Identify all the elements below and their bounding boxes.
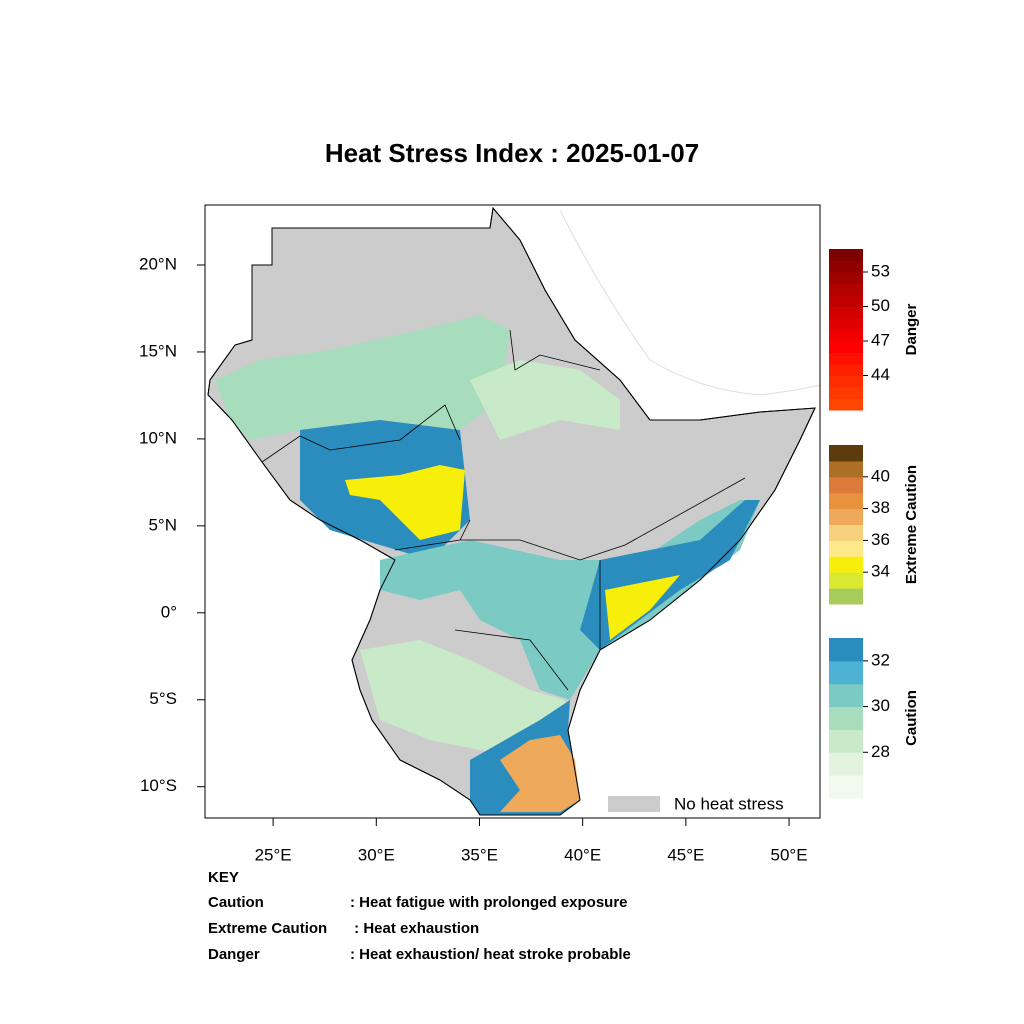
colorbar-segment bbox=[829, 572, 863, 589]
title: Heat Stress Index : 2025-01-07 bbox=[325, 138, 699, 168]
colorbar-segment bbox=[829, 556, 863, 573]
colorbar-tick-label: 28 bbox=[871, 742, 890, 761]
y-tick-label: 5°N bbox=[148, 515, 177, 534]
colorbar-segment bbox=[829, 260, 863, 273]
key-title: KEY bbox=[208, 869, 239, 886]
colorbar-segment bbox=[829, 775, 863, 799]
x-tick-label: 45°E bbox=[667, 845, 704, 864]
key-term: Danger bbox=[208, 946, 260, 963]
key-term: Caution bbox=[208, 894, 264, 911]
colorbar-tick-label: 34 bbox=[871, 562, 890, 581]
map bbox=[204, 204, 821, 819]
extreme-area bbox=[605, 575, 680, 640]
key-description: : Heat exhaustion/ heat stroke probable bbox=[350, 946, 631, 963]
colorbar-segment bbox=[829, 660, 863, 685]
legend-swatch bbox=[608, 796, 660, 812]
colorbar-segment bbox=[829, 638, 863, 662]
colorbar-segment bbox=[829, 364, 863, 376]
legend-label: No heat stress bbox=[674, 794, 784, 813]
colorbar-tick-label: 50 bbox=[871, 296, 890, 315]
colorbar-segment bbox=[829, 329, 863, 342]
colorbar-segment bbox=[829, 272, 863, 284]
border bbox=[261, 329, 746, 691]
caution-area bbox=[470, 360, 620, 440]
y-tick-label: 20°N bbox=[139, 254, 177, 273]
x-tick-label: 25°E bbox=[255, 845, 292, 864]
colorbar-tick-label: 38 bbox=[871, 498, 890, 517]
x-tick-label: 30°E bbox=[358, 845, 395, 864]
colorbar-segment bbox=[829, 387, 863, 399]
colorbar-segment bbox=[829, 476, 863, 494]
colorbar-tick-label: 36 bbox=[871, 530, 890, 549]
colorbar-segment bbox=[829, 460, 863, 478]
x-tick-label: 50°E bbox=[771, 845, 808, 864]
colorbar-segment bbox=[829, 318, 863, 330]
colorbar-tick-label: 40 bbox=[871, 466, 890, 485]
colorbar-tick-label: 47 bbox=[871, 330, 890, 349]
colorbar-segment bbox=[829, 752, 863, 776]
extreme-area bbox=[345, 465, 465, 540]
extreme-area bbox=[500, 735, 580, 812]
colorbar-segment bbox=[829, 341, 863, 353]
coastline bbox=[559, 209, 820, 396]
key-description: : Heat exhaustion bbox=[350, 920, 479, 937]
colorbar-segment bbox=[829, 524, 863, 541]
y-tick-label: 5°S bbox=[149, 689, 177, 708]
key-description: : Heat fatigue with prolonged exposure bbox=[350, 894, 628, 911]
colorbar-tick-label: 53 bbox=[871, 261, 890, 280]
colorbar-segment bbox=[829, 375, 863, 388]
colorbar-segment bbox=[829, 352, 863, 365]
colorbar-segment bbox=[829, 729, 863, 753]
y-tick-label: 15°N bbox=[139, 341, 177, 360]
key: KEY Caution : Heat fatigue with prolonged… bbox=[208, 869, 631, 963]
x-tick-label: 40°E bbox=[564, 845, 601, 864]
caution-area bbox=[215, 315, 510, 440]
colorbar-label: Danger bbox=[903, 304, 920, 356]
caution-area bbox=[360, 640, 570, 760]
key-term: Extreme Caution bbox=[208, 920, 327, 937]
colorbar-tick-label: 30 bbox=[871, 696, 890, 715]
colorbar-segment bbox=[829, 492, 863, 510]
x-tick-label: 35°E bbox=[461, 845, 498, 864]
colorbar-label: Caution bbox=[903, 690, 920, 746]
colorbar-segment bbox=[829, 283, 863, 296]
colorbar-segment bbox=[829, 249, 863, 261]
colorbar-segment bbox=[829, 398, 863, 411]
colorbar-tick-label: 32 bbox=[871, 650, 890, 669]
colorbar-tick-label: 44 bbox=[871, 365, 890, 384]
colorbar-segment bbox=[829, 706, 863, 730]
colorbar-segment bbox=[829, 295, 863, 307]
colorbar-segment bbox=[829, 445, 863, 462]
colorbar-segment bbox=[829, 683, 863, 708]
map-frame bbox=[204, 204, 821, 819]
y-tick-label: 0° bbox=[161, 602, 177, 621]
colorbar-segment bbox=[829, 306, 863, 319]
y-tick-label: 10°N bbox=[139, 428, 177, 447]
colorbar-segment bbox=[829, 508, 863, 525]
colorbar-segment bbox=[829, 588, 863, 605]
colorbar-label: Extreme Caution bbox=[903, 465, 920, 584]
land-outline bbox=[207, 206, 816, 816]
colorbar-segment bbox=[829, 540, 863, 557]
y-tick-label: 10°S bbox=[140, 776, 177, 795]
